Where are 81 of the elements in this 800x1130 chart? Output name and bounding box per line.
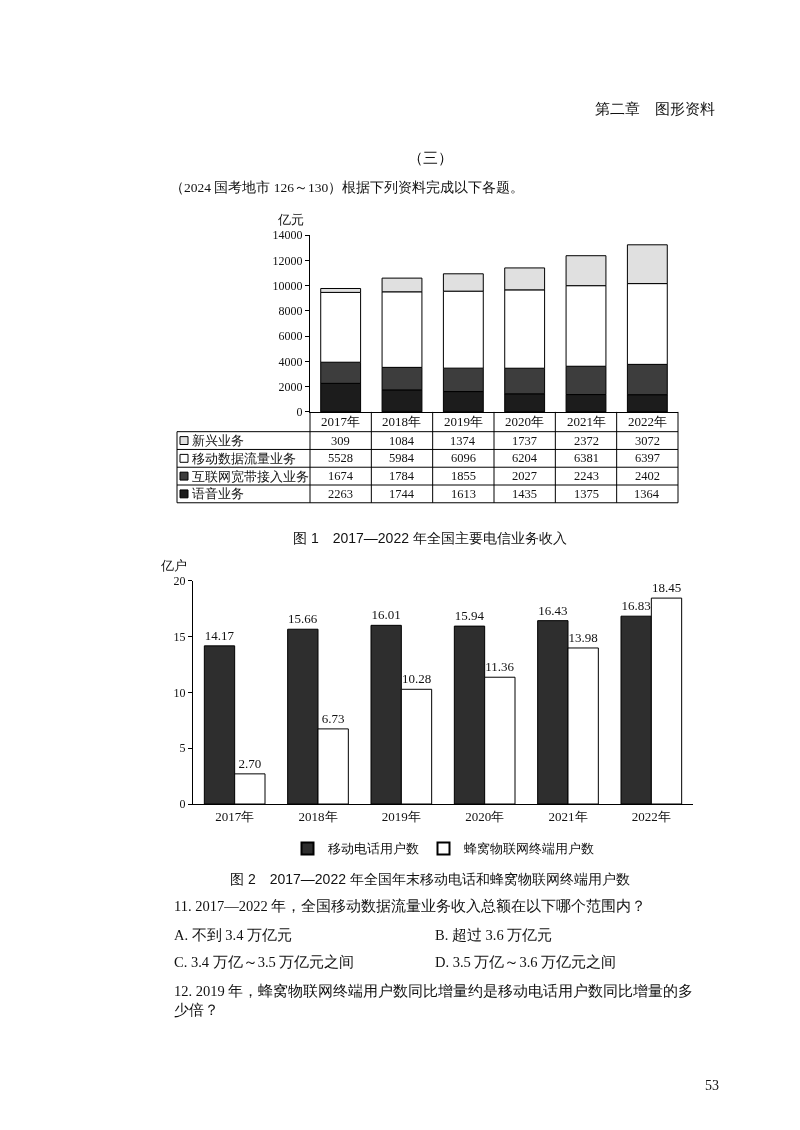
data-label: 5528 (328, 451, 353, 465)
data-label: 15.66 (287, 611, 318, 627)
data-label: 6397 (635, 451, 660, 465)
data-label: 13.98 (568, 629, 598, 645)
y-axis-title: 亿户 (160, 558, 187, 573)
data-label: 6204 (512, 451, 538, 465)
data-label: 15.94 (454, 608, 485, 624)
x-tick-label: 2019年 (381, 808, 421, 824)
data-label: 6381 (574, 451, 599, 465)
data-label: 2402 (635, 469, 660, 483)
x-tick-label: 2018年 (382, 414, 421, 429)
data-label: 2372 (574, 434, 599, 448)
y-tick-label: 20 (173, 574, 186, 588)
data-label: 1613 (451, 487, 476, 501)
data-label: 2263 (328, 487, 353, 501)
data-label: 1737 (512, 434, 537, 448)
x-tick-label: 2022年 (628, 414, 667, 429)
text: 图 2 2017—2022 年全国年末移动电话和蜂窝物联网终端用户数 (230, 871, 630, 887)
y-tick-label: 10000 (272, 278, 303, 293)
data-label: 10.28 (401, 671, 432, 687)
x-tick-label: 2017年 (215, 808, 255, 824)
legend-label: 互联网宽带接入业务 (192, 469, 309, 484)
text: D. 3.5 万亿～3.6 万亿元之间 (435, 954, 617, 970)
data-label: 1784 (389, 469, 415, 483)
text: 12. 2019 年，蜂窝物联网终端用户数同比增量约是移动电话用户数同比增量的多少倍？ (174, 983, 694, 1018)
text: （2024 国考地市 126～130）根据下列资料完成以下各题。 (170, 180, 525, 195)
data-label: 1364 (634, 487, 660, 501)
data-label: 2027 (512, 469, 537, 483)
data-label: 1674 (328, 469, 354, 483)
data-label: 14.17 (204, 627, 235, 643)
data-label: 1744 (389, 487, 415, 501)
x-tick-label: 2019年 (444, 414, 483, 429)
data-label: 18.45 (651, 580, 682, 596)
legend-label: 新兴业务 (192, 433, 244, 448)
y-tick-label: 5 (179, 741, 186, 756)
x-tick-label: 2022年 (631, 808, 671, 824)
x-tick-label: 2021年 (548, 808, 588, 824)
y-tick-label: 6000 (278, 329, 303, 344)
text: 11. 2017—2022 年，全国移动数据流量业务收入总额在以下哪个范围内？ (174, 898, 647, 914)
x-tick-label: 2021年 (567, 414, 606, 429)
y-tick-label: 10 (173, 685, 186, 700)
text: 第二章 图形资料 (595, 101, 715, 117)
x-tick-label: 2018年 (298, 808, 338, 824)
x-tick-label: 2020年 (505, 414, 544, 429)
data-label: 11.36 (485, 659, 515, 675)
y-tick-label: 8000 (278, 304, 303, 319)
data-label: 16.83 (621, 598, 651, 614)
data-label: 1084 (389, 434, 415, 448)
legend-label: 移动电话用户数 (327, 841, 419, 857)
data-label: 1435 (512, 487, 537, 501)
data-label: 2.70 (238, 755, 262, 771)
data-label: 1375 (574, 487, 599, 501)
data-label: 1855 (451, 469, 476, 483)
text: B. 超过 3.6 万亿元 (435, 927, 553, 943)
data-label: 6.73 (321, 710, 345, 726)
data-label: 1374 (450, 434, 476, 448)
legend-label: 语音业务 (192, 486, 244, 501)
x-tick-label: 2017年 (321, 414, 360, 429)
text: 53 (705, 1078, 719, 1093)
y-tick-label: 14000 (272, 228, 303, 243)
data-label: 16.43 (538, 602, 568, 618)
text: （三） (408, 150, 453, 166)
data-label: 3072 (635, 434, 660, 448)
y-tick-label: 2000 (278, 379, 303, 394)
data-label: 309 (331, 434, 350, 448)
text: 图 1 2017—2022 年全国主要电信业务收入 (293, 530, 567, 546)
y-tick-label: 4000 (278, 354, 303, 369)
data-label: 16.01 (371, 607, 401, 623)
data-label: 2243 (574, 469, 599, 483)
text: A. 不到 3.4 万亿元 (174, 927, 293, 943)
legend-label: 蜂窝物联网终端用户数 (463, 841, 594, 857)
y-axis-title: 亿元 (277, 212, 304, 227)
y-tick-label: 0 (296, 405, 303, 420)
data-label: 5984 (389, 451, 415, 465)
y-tick-label: 0 (179, 797, 186, 812)
y-tick-label: 15 (173, 629, 186, 644)
x-tick-label: 2020年 (465, 808, 505, 824)
text: C. 3.4 万亿～3.5 万亿元之间 (174, 954, 355, 970)
data-label: 6096 (451, 451, 476, 465)
legend-label: 移动数据流量业务 (192, 451, 296, 466)
y-tick-label: 12000 (272, 253, 303, 268)
